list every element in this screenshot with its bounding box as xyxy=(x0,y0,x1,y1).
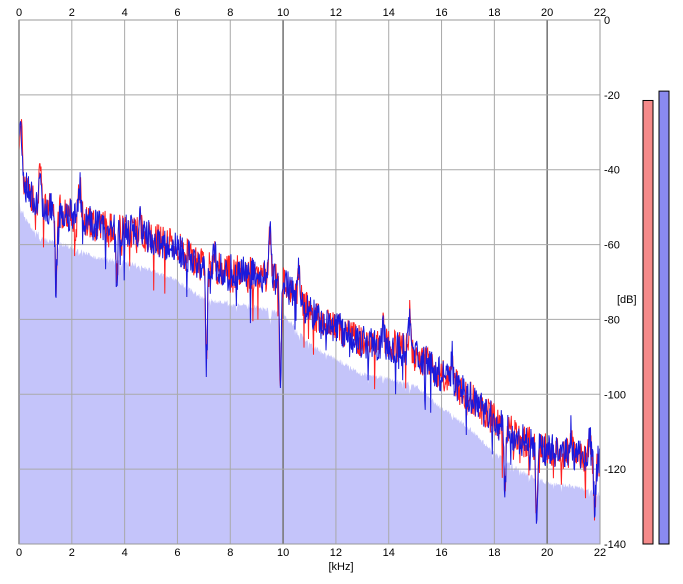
x-tick-label-bottom: 12 xyxy=(330,547,342,559)
x-tick-label-top: 18 xyxy=(488,7,500,19)
x-tick-label-bottom: 0 xyxy=(16,547,22,559)
y-axis-unit-label: [dB] xyxy=(617,294,637,306)
level-meter-r xyxy=(658,90,670,545)
x-tick-label-bottom: 22 xyxy=(594,547,606,559)
x-tick-labels-bottom: 0 2 4 6 8 10 12 14 16 18 20 22 xyxy=(16,547,606,559)
y-tick-label: -20 xyxy=(604,90,620,102)
x-tick-label-top: 12 xyxy=(330,7,342,19)
y-tick-label: -60 xyxy=(604,240,620,252)
x-tick-label-bottom: 16 xyxy=(435,547,447,559)
x-tick-label-top: 2 xyxy=(69,7,75,19)
x-tick-label-top: 4 xyxy=(122,7,128,19)
x-tick-label-bottom: 4 xyxy=(122,547,128,559)
x-tick-label-bottom: 10 xyxy=(277,547,289,559)
x-tick-label-bottom: 20 xyxy=(541,547,553,559)
x-tick-label-bottom: 2 xyxy=(69,547,75,559)
y-tick-label: -120 xyxy=(604,464,626,476)
y-tick-label: 0 xyxy=(604,15,610,27)
x-tick-label-top: 22 xyxy=(594,7,606,19)
y-tick-label: -140 xyxy=(604,539,626,551)
x-tick-label-top: 6 xyxy=(174,7,180,19)
x-axis-unit-label: [kHz] xyxy=(328,561,353,573)
x-tick-label-top: 20 xyxy=(541,7,553,19)
x-tick-label-top: 10 xyxy=(277,7,289,19)
y-tick-label: -100 xyxy=(604,389,626,401)
level-meters xyxy=(642,90,670,545)
x-tick-label-bottom: 18 xyxy=(488,547,500,559)
spectrum-line-right-channel xyxy=(18,121,601,524)
x-tick-label-top: 16 xyxy=(435,7,447,19)
x-tick-label-bottom: 6 xyxy=(174,547,180,559)
x-tick-labels-top: 0 2 4 6 8 10 12 14 16 18 20 22 xyxy=(16,7,606,19)
spectrum-lines-layer xyxy=(18,119,601,524)
y-tick-label: -40 xyxy=(604,165,620,177)
y-tick-labels: 0 -20 -40 -60 -80 -100 -120 -140 xyxy=(604,15,626,551)
x-tick-label-bottom: 8 xyxy=(227,547,233,559)
y-tick-label: -80 xyxy=(604,314,620,326)
x-tick-label-top: 8 xyxy=(227,7,233,19)
x-tick-label-top: 0 xyxy=(16,7,22,19)
x-tick-label-bottom: 14 xyxy=(383,547,395,559)
level-meter-l xyxy=(642,99,654,545)
plot-frame xyxy=(18,19,601,545)
x-tick-label-top: 14 xyxy=(383,7,395,19)
